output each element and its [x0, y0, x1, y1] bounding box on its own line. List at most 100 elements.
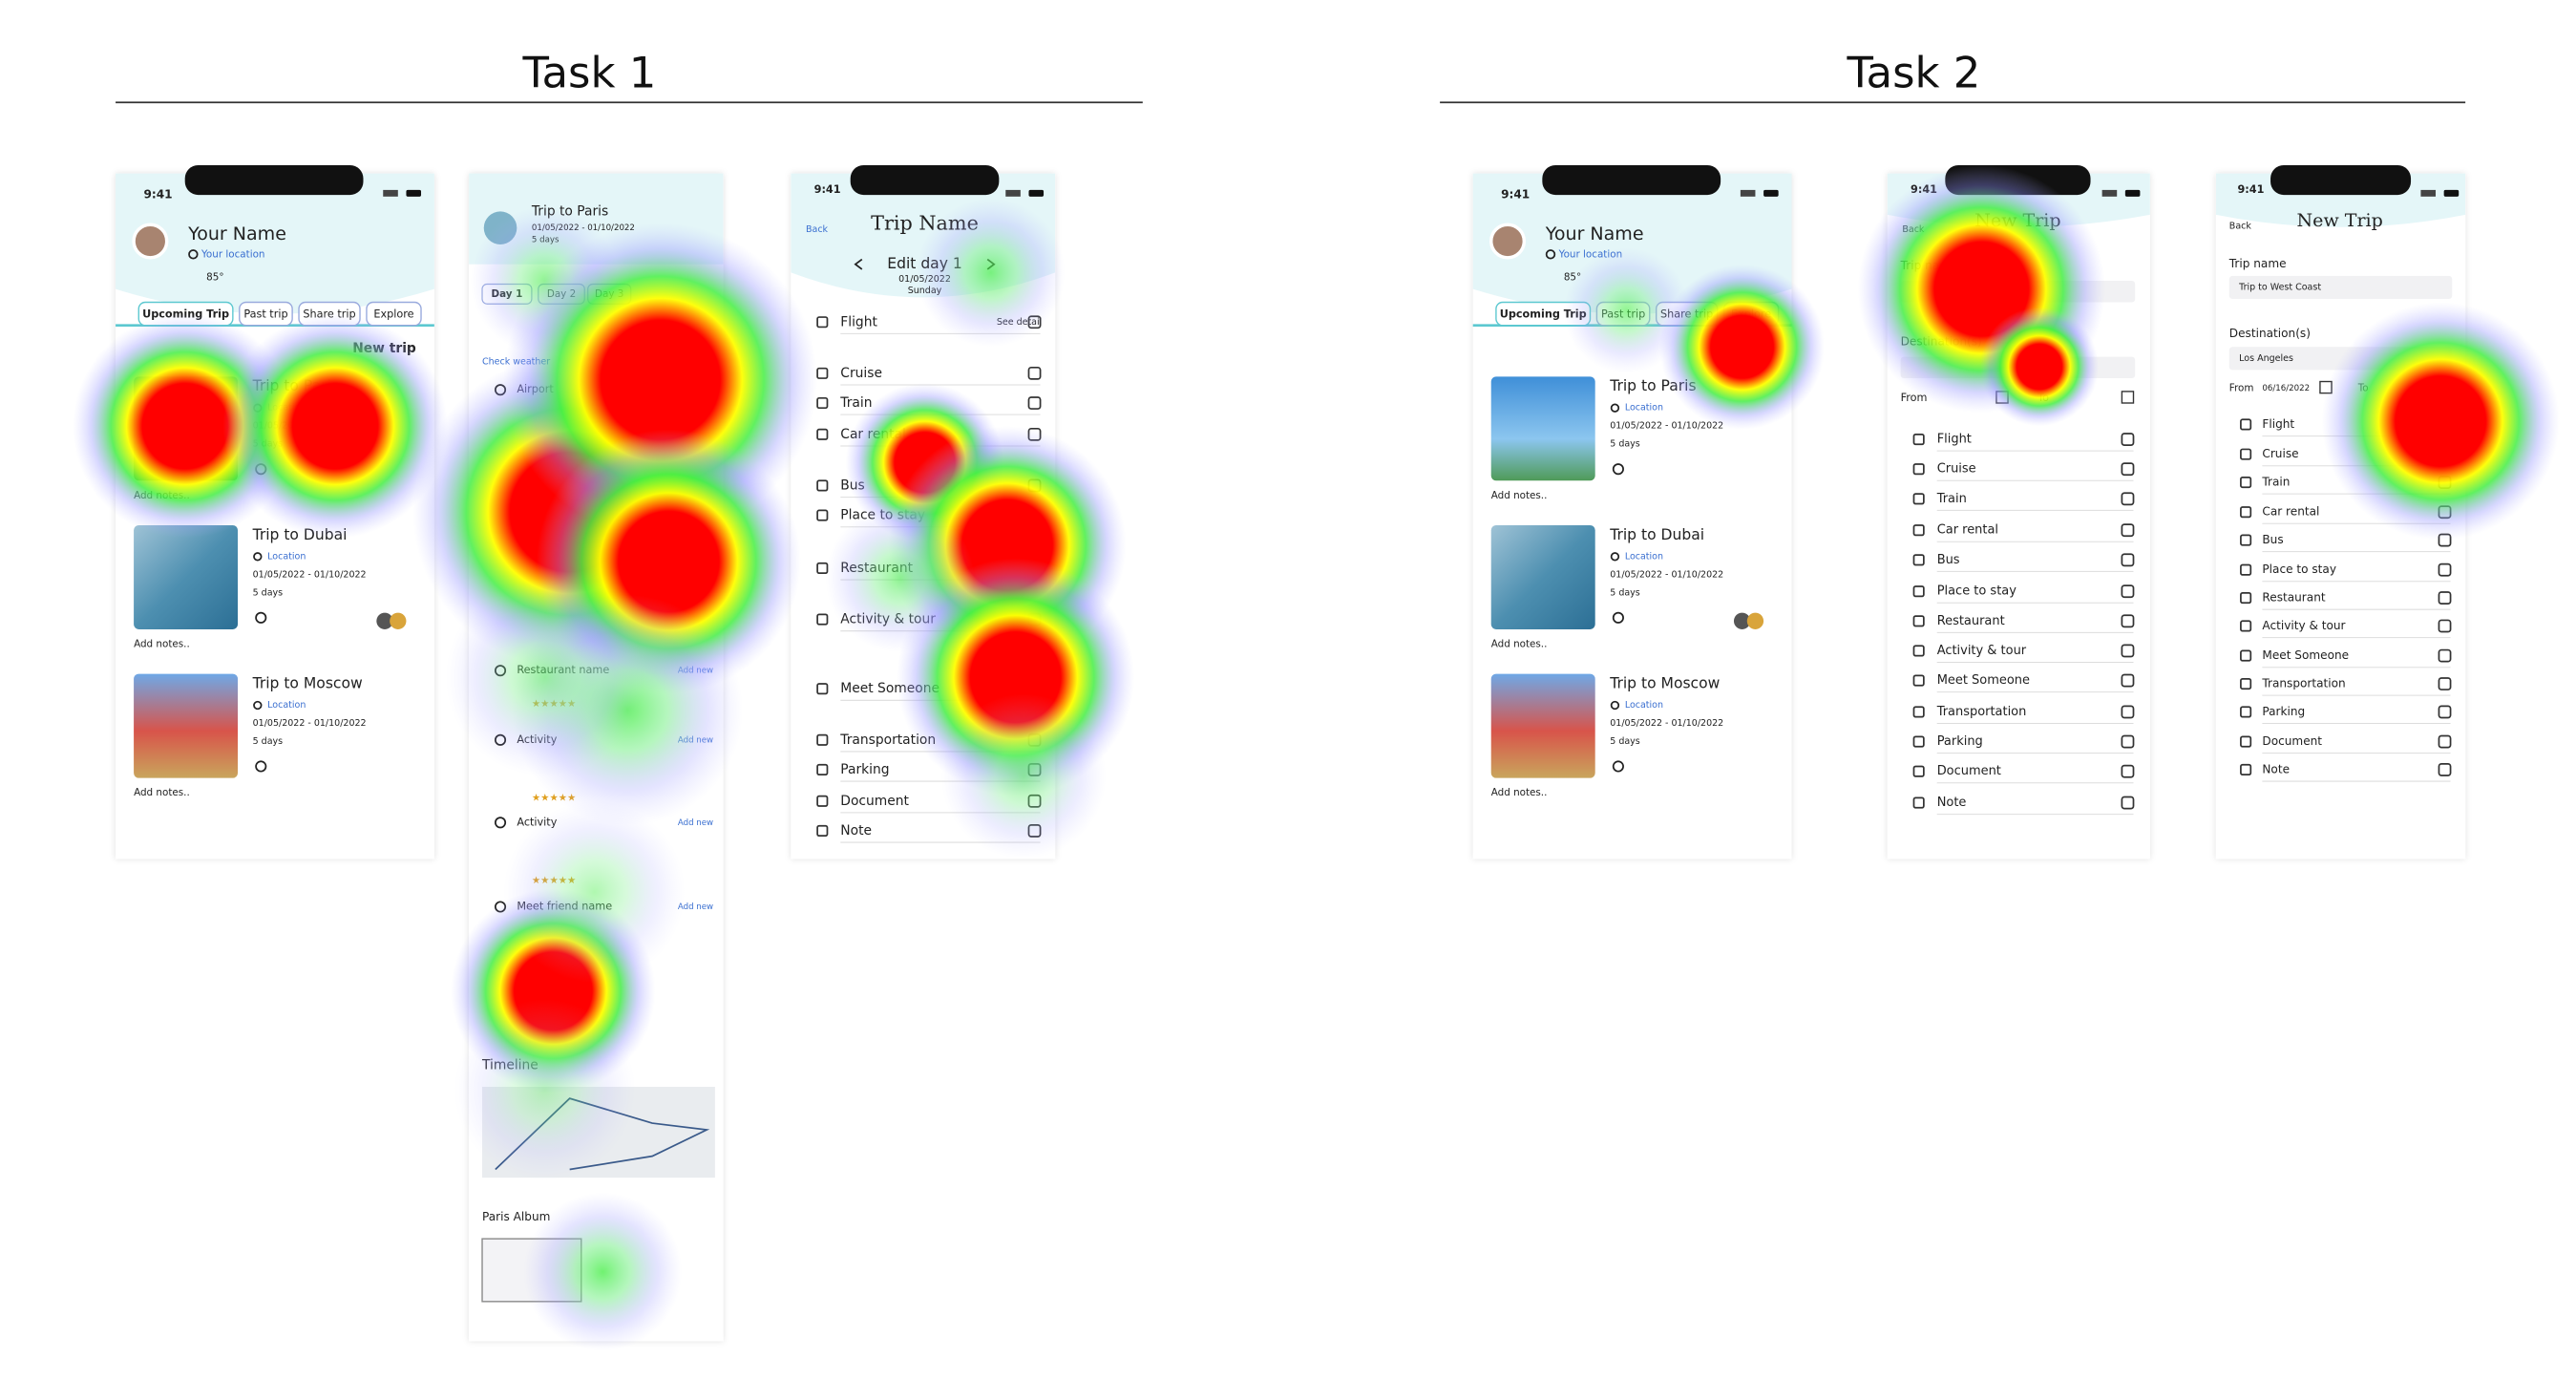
add-button [2438, 705, 2452, 719]
item-label: Document [840, 794, 909, 809]
item-icon [816, 733, 829, 746]
add-button [1027, 366, 1042, 380]
item-label: Flight [1937, 433, 1972, 447]
add-button [2121, 553, 2135, 567]
item-icon [816, 795, 829, 807]
item-icon [2240, 476, 2252, 489]
item-icon [2240, 735, 2252, 748]
battery-icon [1028, 189, 1045, 197]
item-icon [1912, 433, 1925, 446]
location-pin [188, 249, 199, 260]
heatmap-blob [1563, 247, 1690, 373]
screen-title: New Trip [2297, 210, 2383, 231]
location-pin [1610, 403, 1620, 413]
item-icon [1912, 493, 1925, 505]
friend-avatar [390, 612, 407, 629]
item-label: Note [1937, 796, 1967, 810]
trip-dates: 01/05/2022 - 01/10/2022 [1610, 421, 1723, 432]
phone-notch [850, 164, 1000, 196]
item-icon [816, 509, 829, 521]
trip-location: Location [1625, 403, 1663, 414]
user-location: Your location [201, 248, 265, 260]
share-icon [255, 611, 267, 624]
item-label: Document [1937, 764, 2001, 778]
item-icon [1912, 615, 1925, 627]
location-pin [253, 700, 263, 711]
section-icon [494, 817, 507, 829]
heatmap-blob [1659, 264, 1826, 430]
text-input [2228, 275, 2453, 300]
friend-avatar [376, 612, 393, 629]
add-button [2121, 523, 2135, 538]
item-icon [2240, 563, 2252, 576]
item-icon [2240, 534, 2252, 546]
phone-notch [184, 164, 364, 196]
item-label: Cruise [2262, 447, 2298, 460]
add-button [2121, 584, 2135, 599]
trip-notes: Add notes.. [1491, 639, 1548, 650]
avatar [132, 223, 169, 260]
item-icon [1912, 585, 1925, 598]
item-icon [1912, 706, 1925, 718]
item-icon [2240, 448, 2252, 460]
battery-icon [1763, 189, 1779, 197]
trip-image [1490, 524, 1595, 629]
trip-dates: 01/05/2022 - 01/10/2022 [253, 569, 367, 580]
tab [366, 301, 422, 327]
item-icon [816, 396, 829, 410]
item-icon [816, 824, 829, 837]
task-title: Task 2 [1847, 48, 1981, 98]
trip-image [1490, 673, 1595, 778]
item-label: Activity & tour [2262, 619, 2345, 632]
share-icon [1612, 463, 1624, 476]
input-value: Los Angeles [2239, 353, 2293, 364]
signal-icon [2101, 189, 2118, 197]
add-button [2121, 614, 2135, 628]
item-label: Bus [2262, 533, 2283, 546]
item-icon [2240, 418, 2252, 431]
signal-icon [383, 189, 398, 197]
item-icon [816, 613, 829, 626]
input-value: Trip to West Coast [2238, 282, 2321, 292]
add-button [2121, 796, 2135, 810]
heatmap-blob [2321, 302, 2560, 541]
item-label: Restaurant [1937, 614, 2005, 628]
battery-icon [2443, 189, 2460, 197]
tab-label: Explore [373, 308, 413, 320]
item-label: Note [840, 823, 872, 839]
add-button [2121, 433, 2135, 446]
trip-days: 5 days [1610, 587, 1640, 598]
trip-title: Trip to Moscow [1609, 675, 1720, 692]
item-icon [1912, 645, 1925, 657]
trip-image [134, 524, 239, 629]
tab-label: Past trip [243, 308, 287, 320]
item-label: Bus [1937, 553, 1960, 567]
heatmap-blob [916, 198, 1066, 348]
share-icon [255, 760, 267, 773]
trip-days: 5 days [253, 736, 284, 747]
item-icon [1912, 524, 1925, 537]
item-label: Flight [2262, 417, 2294, 431]
friend-avatar [1733, 612, 1751, 629]
item-label: Transportation [1936, 705, 2027, 719]
item-label: Document [2262, 734, 2322, 748]
add-button [2121, 734, 2135, 749]
trip-location: Location [1625, 551, 1663, 562]
item-label: Parking [840, 762, 889, 777]
item-icon [1912, 765, 1925, 777]
item-icon [2240, 649, 2252, 662]
album-title: Paris Album [482, 1210, 550, 1223]
item-icon [2240, 763, 2252, 776]
item-label: Place to stay [1937, 584, 2017, 599]
item-label: Cruise [1937, 462, 1976, 477]
item-icon [2240, 620, 2252, 632]
item-icon [816, 367, 829, 379]
field-label: Trip name [2228, 257, 2287, 270]
status-time: 9:41 [2237, 183, 2264, 196]
share-icon [1612, 760, 1624, 773]
item-icon [1912, 735, 1925, 748]
heatmap-blob [445, 578, 644, 776]
trip-title: Trip to Moscow [252, 675, 363, 692]
item-icon [816, 479, 829, 492]
item-label: Transportation [839, 732, 936, 748]
